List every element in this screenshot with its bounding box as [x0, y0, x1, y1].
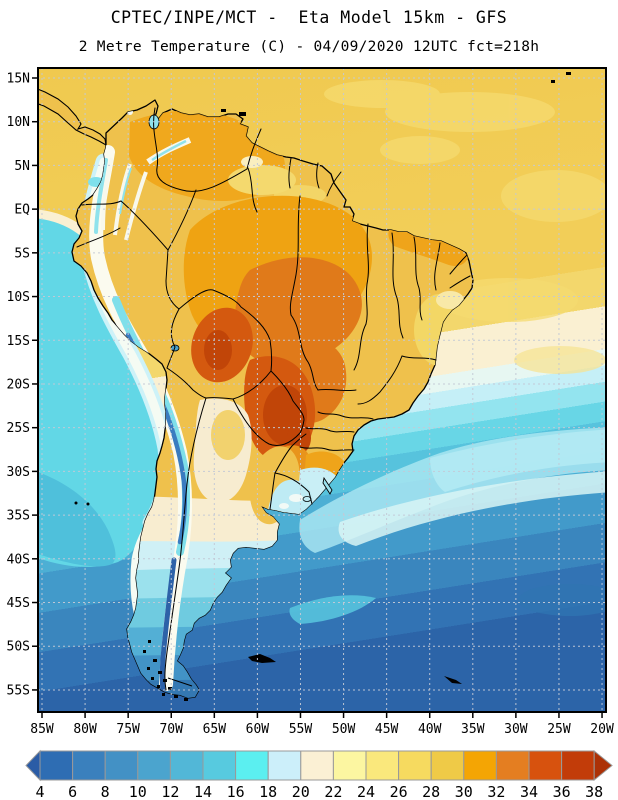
lat-tick-label: EQ — [14, 203, 30, 218]
lat-tick-label: 30S — [7, 465, 30, 480]
colorbar-segment — [72, 750, 106, 781]
colorbar-segment — [235, 750, 269, 781]
temperature-colorbar: 4 6 8 10 12 14 16 18 20 22 24 26 28 30 32 34 36 38 — [25, 749, 613, 800]
colorbar-right-arrow — [593, 749, 613, 782]
lat-tick-label: 20S — [7, 377, 30, 392]
lon-tick-label: 40W — [418, 722, 442, 737]
lon-tick-label: 45W — [375, 722, 399, 737]
colorbar-tick-label: 18 — [259, 783, 277, 800]
lon-tick-label: 35W — [461, 722, 485, 737]
lat-tick-label: 15S — [7, 334, 30, 349]
country-borders — [76, 107, 471, 691]
lat-tick-label: 15N — [7, 72, 30, 87]
colorbar-segment — [267, 750, 302, 781]
colorbar-segment — [104, 750, 139, 781]
lat-tick-label: 55S — [7, 683, 30, 698]
colorbar-segment — [430, 750, 465, 781]
lat-tick-label: 5N — [14, 159, 30, 174]
lon-tick-label: 25W — [547, 722, 571, 737]
lon-tick-label: 60W — [246, 722, 270, 737]
lon-tick-label: 30W — [504, 722, 528, 737]
fjord-islets — [143, 640, 193, 701]
colorbar-tick-label: 14 — [194, 783, 212, 800]
longitude-axis: 85W 80W 75W 70W 65W 60W 55W 50W 45W 40W 35W 30W 25W 2… — [30, 712, 614, 737]
colorbar-segment — [169, 750, 204, 781]
map-title: CPTEC/INPE/MCT - Eta Model 15km - GFS — [111, 8, 508, 27]
colorbar-segment — [332, 750, 367, 781]
latitude-axis: 15N 10N 5N EQ 5S 10S 15S 20S 25S 30S 35S 40S 45S 50S 5… — [7, 72, 38, 698]
lat-tick-label: 10N — [7, 115, 30, 130]
colorbar-tick-label: 28 — [422, 783, 440, 800]
colorbar-segment — [561, 750, 595, 781]
lon-tick-label: 70W — [159, 722, 183, 737]
colorbar-tick-label: 32 — [487, 783, 505, 800]
lon-tick-label: 20W — [590, 722, 614, 737]
colorbar-segment — [528, 750, 563, 781]
lon-tick-label: 75W — [116, 722, 140, 737]
lat-tick-label: 40S — [7, 552, 30, 567]
lon-tick-label: 50W — [332, 722, 356, 737]
lon-tick-label: 85W — [30, 722, 54, 737]
colorbar-left-arrow — [25, 749, 41, 782]
colorbar-segment — [495, 750, 530, 781]
plot-frame — [37, 67, 607, 713]
lat-tick-label: 35S — [7, 509, 30, 524]
colorbar-tick-label: 26 — [390, 783, 408, 800]
map-grid — [38, 68, 606, 712]
lat-tick-label: 50S — [7, 640, 30, 655]
colorbar-tick-label: 12 — [161, 783, 179, 800]
colorbar-tick-label: 10 — [129, 783, 147, 800]
colorbar-tick-label: 22 — [324, 783, 342, 800]
central-america-coast — [38, 88, 107, 147]
colorbar-segment — [137, 750, 171, 781]
colorbar-segment — [39, 750, 74, 781]
map-subtitle: 2 Metre Temperature (C) - 04/09/2020 12U… — [79, 39, 540, 55]
lon-tick-label: 80W — [73, 722, 97, 737]
colorbar-segment — [398, 750, 432, 781]
lat-tick-label: 10S — [7, 290, 30, 305]
colorbar-tick-label: 4 — [35, 783, 44, 800]
colorbar-segment — [463, 750, 497, 781]
colorbar-tick-label: 36 — [553, 783, 571, 800]
lon-tick-label: 55W — [289, 722, 313, 737]
colorbar-tick-label: 38 — [585, 783, 603, 800]
lat-tick-label: 5S — [14, 246, 30, 261]
colorbar-tick-label: 30 — [455, 783, 473, 800]
colorbar-tick-label: 34 — [520, 783, 538, 800]
colorbar-tick-label: 8 — [101, 783, 110, 800]
colorbar-segment — [365, 750, 400, 781]
lat-tick-label: 25S — [7, 421, 30, 436]
lon-tick-label: 65W — [203, 722, 227, 737]
colorbar-tick-label: 16 — [227, 783, 245, 800]
atlantic-cold-front — [289, 427, 606, 624]
lat-tick-label: 45S — [7, 596, 30, 611]
colorbar-segment — [202, 750, 237, 781]
colorbar-tick-label: 6 — [68, 783, 77, 800]
map-canvas — [38, 68, 606, 712]
colorbar-tick-label: 20 — [292, 783, 310, 800]
colorbar-tick-label: 24 — [357, 783, 375, 800]
colorbar-segment — [300, 750, 334, 781]
